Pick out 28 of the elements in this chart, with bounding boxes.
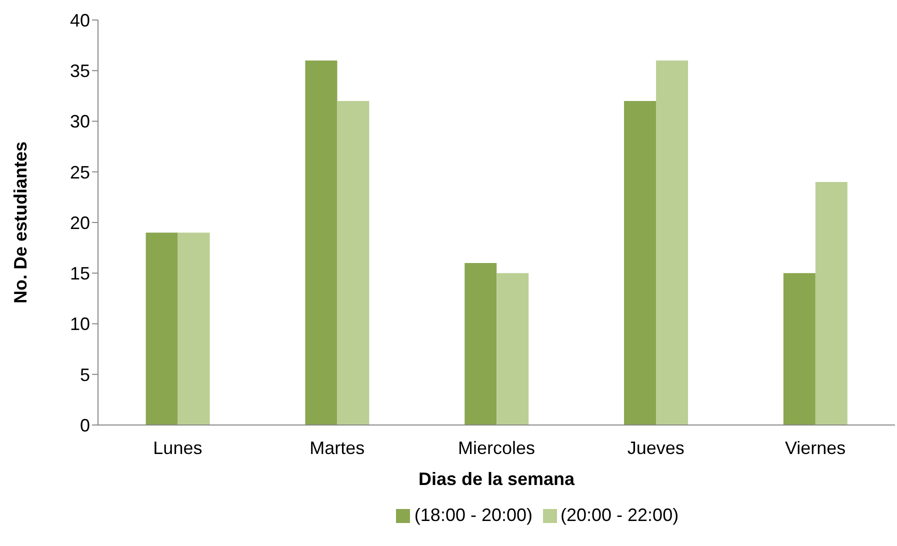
bar [178, 232, 210, 425]
x-tick-label: Martes [310, 438, 365, 458]
x-tick-label: Lunes [153, 438, 202, 458]
y-tick-label: 15 [70, 264, 90, 284]
x-tick-label: Jueves [627, 438, 684, 458]
y-tick-label: 30 [70, 112, 90, 132]
y-tick-label: 40 [70, 10, 90, 30]
bar [146, 232, 178, 425]
bar [656, 60, 688, 425]
bar [496, 273, 529, 425]
bar [815, 182, 848, 425]
bar [783, 273, 816, 425]
x-axis-title: Dias de la semana [418, 469, 576, 489]
y-tick-label: 5 [80, 364, 90, 385]
y-tick-label: 0 [80, 415, 90, 436]
x-tick-label: Miercoles [458, 438, 536, 458]
bar [305, 60, 338, 425]
bar [337, 101, 370, 425]
bar [624, 101, 656, 425]
y-tick-label: 35 [70, 61, 90, 82]
legend-label: (20:00 - 22:00) [560, 505, 679, 525]
y-axis-title: No. De estudiantes [10, 141, 30, 304]
y-tick-label: 20 [70, 212, 90, 233]
legend-label: (18:00 - 20:00) [414, 505, 532, 525]
bar [464, 263, 497, 425]
y-tick-label: 10 [70, 314, 90, 334]
y-tick-label: 25 [70, 162, 90, 182]
x-tick-label: Viernes [784, 438, 846, 458]
